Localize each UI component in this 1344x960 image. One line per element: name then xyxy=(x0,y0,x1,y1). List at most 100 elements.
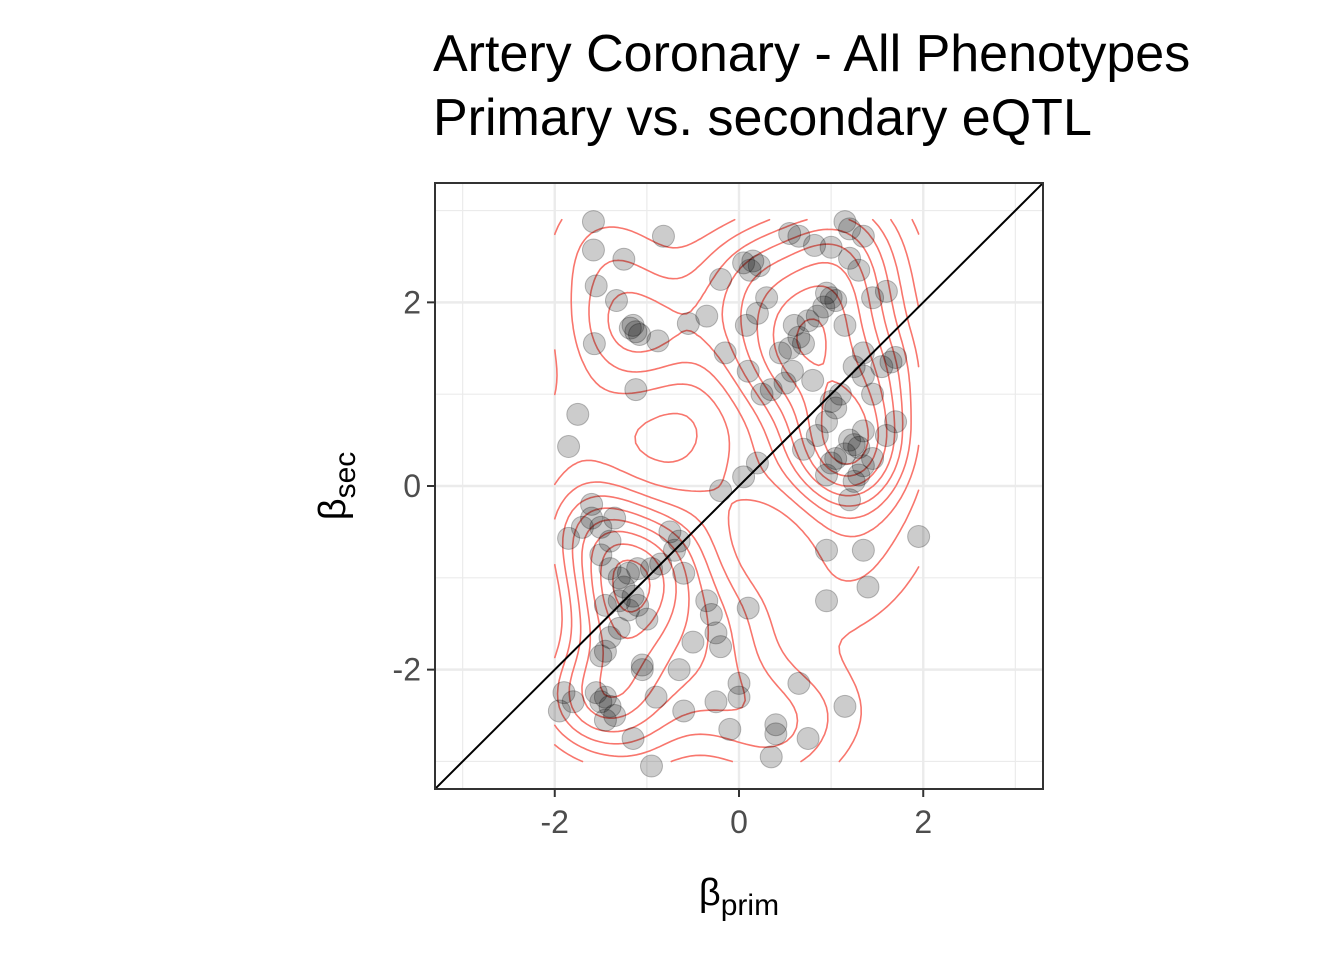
x-tick-label: -2 xyxy=(541,804,569,840)
data-point xyxy=(741,249,765,273)
data-point xyxy=(630,658,654,682)
data-point xyxy=(566,402,590,426)
data-point xyxy=(773,371,797,395)
data-point xyxy=(879,350,903,374)
data-point xyxy=(604,289,628,313)
data-point xyxy=(593,708,617,732)
data-point xyxy=(884,345,908,369)
data-point xyxy=(589,644,613,668)
data-point xyxy=(593,685,617,709)
y-tick-label: 2 xyxy=(403,284,421,320)
data-point xyxy=(681,630,705,654)
identity-reference-line xyxy=(435,183,1043,789)
data-point xyxy=(828,382,852,406)
data-point xyxy=(639,557,663,581)
data-point xyxy=(812,295,836,319)
data-point xyxy=(603,704,627,728)
data-point xyxy=(607,616,631,640)
density-contour xyxy=(556,218,912,745)
data-point xyxy=(727,671,751,695)
data-point xyxy=(667,529,691,553)
data-point xyxy=(626,557,650,581)
data-point xyxy=(874,279,898,303)
data-point xyxy=(607,589,631,613)
data-point xyxy=(764,713,788,737)
data-point xyxy=(598,529,622,553)
data-point xyxy=(787,224,811,248)
data-point xyxy=(842,433,866,457)
data-point xyxy=(782,313,806,337)
data-point xyxy=(727,685,751,709)
data-point xyxy=(791,332,815,356)
data-point xyxy=(580,492,604,516)
data-point xyxy=(616,598,640,622)
data-point xyxy=(768,341,792,365)
y-tick-label: -2 xyxy=(393,652,421,688)
data-point xyxy=(704,690,728,714)
data-point xyxy=(842,469,866,493)
data-point xyxy=(612,575,636,599)
data-point xyxy=(764,722,788,746)
data-point xyxy=(618,316,642,340)
data-point xyxy=(589,543,613,567)
data-point xyxy=(838,246,862,270)
data-point xyxy=(557,435,581,459)
density-contour xyxy=(612,318,870,613)
data-points xyxy=(547,210,931,778)
data-point xyxy=(598,626,622,649)
data-point xyxy=(780,359,804,383)
data-point xyxy=(815,410,839,434)
data-point xyxy=(709,267,733,291)
data-point xyxy=(819,235,843,259)
data-point xyxy=(718,717,742,741)
chart-title-block: Artery Coronary - All Phenotypes Primary… xyxy=(433,22,1344,162)
data-point xyxy=(667,658,691,682)
data-point xyxy=(695,304,719,328)
x-axis-title-subscript: prim xyxy=(721,889,779,922)
y-axis: -2 0 2 xyxy=(393,284,435,688)
data-point xyxy=(907,525,931,548)
data-point xyxy=(759,745,783,769)
data-point xyxy=(607,566,631,590)
data-point xyxy=(847,258,871,282)
data-point xyxy=(805,424,829,447)
chart-title: Artery Coronary - All Phenotypes xyxy=(433,25,1191,83)
data-point xyxy=(851,364,875,388)
data-point xyxy=(624,320,648,344)
data-point xyxy=(833,442,857,466)
data-point xyxy=(581,210,605,234)
data-point xyxy=(557,526,581,550)
data-point xyxy=(801,368,825,392)
data-point xyxy=(805,304,829,328)
data-point xyxy=(884,410,908,434)
data-point xyxy=(796,309,820,333)
data-point xyxy=(626,593,650,617)
data-point xyxy=(750,382,774,406)
data-point xyxy=(851,454,875,478)
data-point xyxy=(570,515,594,539)
x-tick-label: 0 xyxy=(730,804,748,840)
data-point xyxy=(778,336,802,360)
x-axis-title: βprim xyxy=(699,872,779,922)
data-point xyxy=(847,463,871,487)
data-point xyxy=(819,390,843,414)
data-point xyxy=(593,639,617,663)
data-point xyxy=(589,515,613,539)
data-point xyxy=(803,233,827,257)
data-point xyxy=(861,382,885,406)
density-contour xyxy=(554,218,920,763)
data-point xyxy=(745,451,769,475)
data-point xyxy=(847,435,871,459)
data-point xyxy=(630,653,654,677)
data-point xyxy=(870,355,894,379)
data-point xyxy=(842,355,866,379)
density-contour xyxy=(554,218,920,763)
data-point xyxy=(861,286,885,310)
data-point xyxy=(561,690,585,714)
data-point xyxy=(603,506,627,530)
data-point xyxy=(704,621,728,645)
data-point xyxy=(709,479,733,503)
y-axis-title-subscript: sec xyxy=(329,452,362,499)
chart-subtitle: Primary vs. secondary eQTL xyxy=(433,89,1092,147)
